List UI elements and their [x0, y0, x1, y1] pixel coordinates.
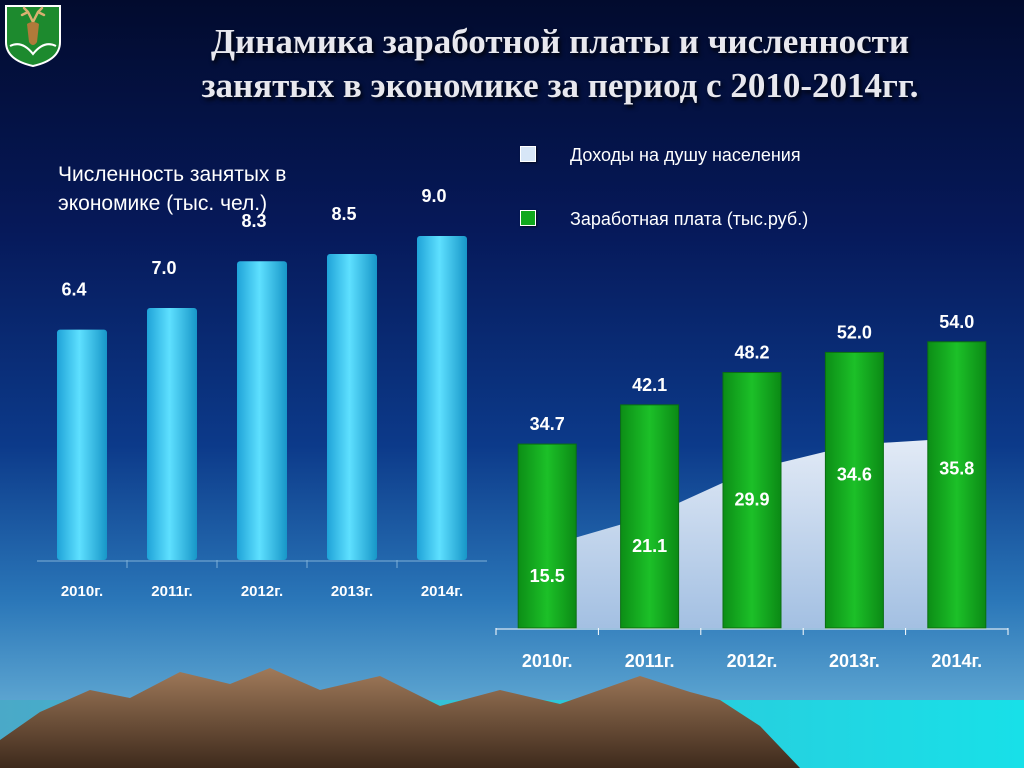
salary-bar	[517, 443, 577, 629]
employment-bar	[417, 236, 467, 560]
employment-tick-label: 2013г.	[331, 583, 373, 600]
salary-tick-label: 2012г.	[727, 651, 778, 671]
income-data-label: 21.1	[632, 536, 667, 556]
income-data-label: 15.5	[530, 566, 565, 586]
salary-tick-label: 2011г.	[625, 651, 675, 671]
salary-data-label: 54.0	[939, 312, 974, 332]
employment-chart: 6.4 2010г. 7.0 2011г. 8.3 2012г. 8.5 2013г. 9.0 2…	[37, 186, 487, 600]
employment-data-label: 8.3	[241, 211, 266, 231]
salary-tick-label: 2014г.	[931, 651, 982, 671]
salary-bar	[824, 351, 884, 629]
employment-tick-label: 2014г.	[421, 583, 463, 600]
employment-chart-title: Численность занятых в экономике (тыс. че…	[58, 163, 287, 215]
employment-tick-label: 2011г.	[151, 583, 192, 600]
title-line-1: Динамика заработной платы и численности	[210, 22, 910, 61]
salary-data-label: 52.0	[837, 322, 872, 342]
title-line-2: занятых в экономике за период с 2010-201…	[201, 66, 919, 105]
salary-data-label: 48.2	[734, 343, 769, 363]
salary-tick-label: 2010г.	[522, 651, 573, 671]
income-data-label: 34.6	[837, 465, 872, 485]
salary-bar	[927, 341, 987, 629]
salary-data-label: 34.7	[530, 414, 565, 434]
employment-bar	[327, 254, 377, 560]
employment-data-label: 6.4	[61, 280, 86, 300]
employment-data-label: 8.5	[331, 204, 356, 224]
slide-title: Динамика заработной платы и численности …	[110, 20, 1010, 108]
employment-tick-label: 2010г.	[61, 583, 103, 600]
income-data-label: 29.9	[734, 490, 769, 510]
employment-bar	[147, 308, 197, 560]
salary-income-chart: 34.7 42.1 48.2 52.0 54.0 15.5 21.1 29.9 34.6 35.8…	[495, 312, 1009, 671]
legend-label-salary: Заработная плата (тыс.руб.)	[570, 209, 809, 229]
legend-swatch-salary	[520, 210, 536, 226]
legend-label-income: Доходы на душу населения	[570, 145, 801, 165]
employment-tick-label: 2012г.	[241, 583, 283, 600]
employment-data-label: 7.0	[151, 258, 176, 278]
salary-bar	[722, 372, 782, 629]
employment-data-label: 9.0	[421, 186, 446, 206]
employment-bar	[237, 261, 287, 560]
legend-swatch-income	[520, 146, 536, 162]
salary-data-label: 42.1	[632, 375, 667, 395]
salary-tick-label: 2013г.	[829, 651, 880, 671]
salary-bar	[620, 404, 680, 629]
income-data-label: 35.8	[939, 458, 974, 478]
background-landscape	[0, 668, 1024, 768]
mountain-range	[0, 668, 800, 768]
employment-bar	[57, 329, 107, 560]
deer-coat-of-arms-icon	[5, 5, 61, 68]
